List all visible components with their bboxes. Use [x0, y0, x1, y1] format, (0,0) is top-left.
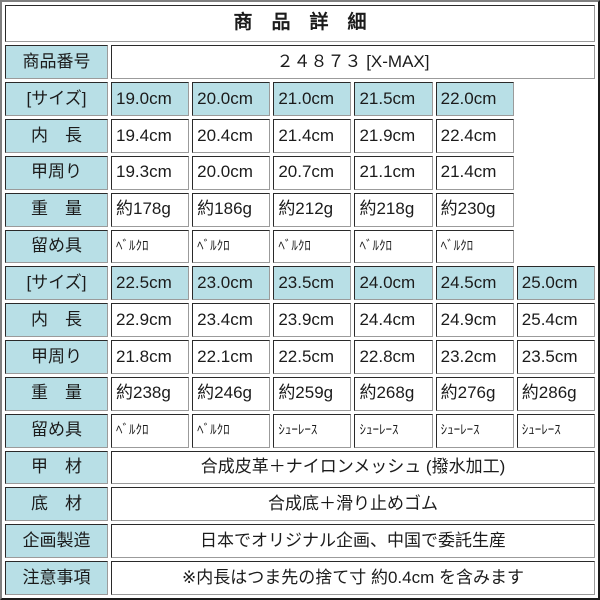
spec-value-cell: 25.4cm — [516, 303, 595, 338]
table-row-fastener-block2: 留め具 ﾍﾞﾙｸﾛ ﾍﾞﾙｸﾛ ｼｭｰﾚｰｽ ｼｭｰﾚｰｽ ｼｭｰﾚｰｽ ｼｭｰﾚｰｽ — [5, 413, 595, 448]
spec-value-cell: 約259g — [273, 376, 352, 411]
spec-value-cell: 約268g — [354, 376, 433, 411]
fastener-value-cell: ｼｭｰﾚｰｽ — [435, 413, 514, 448]
spec-value-cell: 約218g — [354, 192, 433, 227]
spec-value-cell: 22.5cm — [273, 340, 352, 374]
production-value: 日本でオリジナル企画、中国で委託生産 — [111, 524, 595, 559]
row-label-inner-length-block1: 内 長 — [5, 119, 108, 153]
spec-value-cell: 20.4cm — [192, 119, 271, 153]
fastener-value-cell: ﾍﾞﾙｸﾛ — [192, 413, 271, 448]
fastener-value-cell: ﾍﾞﾙｸﾛ — [111, 229, 190, 264]
spec-value-cell: 23.4cm — [192, 303, 271, 338]
table-row-inner-length-block1: 内 長 19.4cm 20.4cm 21.4cm 21.9cm 22.4cm — [5, 119, 595, 153]
spec-value-cell: 21.4cm — [273, 119, 352, 153]
fastener-value-cell: ﾍﾞﾙｸﾛ — [273, 229, 352, 264]
fastener-value-cell: ﾍﾞﾙｸﾛ — [111, 413, 190, 448]
spec-value-cell: 約238g — [111, 376, 190, 411]
row-label-sole-material: 底 材 — [5, 487, 108, 522]
spec-value-cell: 22.1cm — [192, 340, 271, 374]
fastener-value-cell: ｼｭｰﾚｰｽ — [273, 413, 352, 448]
spec-value-cell: 約178g — [111, 192, 190, 227]
spec-value-cell: 約186g — [192, 192, 271, 227]
spec-value-cell: 24.9cm — [435, 303, 514, 338]
size-header-cell: 23.0cm — [192, 266, 271, 301]
spec-value-cell: 約276g — [435, 376, 514, 411]
blank-cell — [517, 193, 595, 227]
spec-value-cell: 21.1cm — [354, 155, 433, 190]
size-header-cell: 22.0cm — [435, 82, 514, 117]
table-row-size-block1: [サイズ] 19.0cm 20.0cm 21.0cm 21.5cm 22.0cm — [5, 82, 595, 117]
table-row-inner-length-block2: 内 長 22.9cm 23.4cm 23.9cm 24.4cm 24.9cm 25.4cm — [5, 303, 595, 338]
table-row-size-block2: [サイズ] 22.5cm 23.0cm 23.5cm 24.0cm 24.5cm 25.0c… — [5, 266, 595, 301]
fastener-value-cell: ﾍﾞﾙｸﾛ — [192, 229, 271, 264]
spec-value-cell: 約212g — [273, 192, 352, 227]
row-label-weight-block1: 重 量 — [5, 192, 108, 227]
spec-value-cell: 約286g — [516, 376, 595, 411]
spec-value-cell: 24.4cm — [354, 303, 433, 338]
row-label-size-block1: [サイズ] — [5, 82, 108, 117]
spec-value-cell: 21.8cm — [111, 340, 190, 374]
spec-value-cell: 約246g — [192, 376, 271, 411]
size-header-cell: 20.0cm — [192, 82, 271, 117]
spec-value-cell: 22.8cm — [354, 340, 433, 374]
spec-value-cell: 19.4cm — [111, 119, 190, 153]
spec-value-cell: 20.0cm — [192, 155, 271, 190]
table-row-weight-block1: 重 量約178g 約186g 約212g 約218g 約230g — [5, 192, 595, 227]
fastener-value-cell: ﾍﾞﾙｸﾛ — [354, 229, 433, 264]
table-row-sole-material: 底 材合成底＋滑り止めゴム — [5, 487, 595, 522]
row-label-notes: 注意事項 — [5, 561, 108, 595]
table-row-notes: 注意事項 ※内長はつま先の捨て寸 約0.4cm を含みます — [5, 561, 595, 595]
spec-value-cell: 22.4cm — [435, 119, 514, 153]
table-row-fastener-block1: 留め具 ﾍﾞﾙｸﾛ ﾍﾞﾙｸﾛ ﾍﾞﾙｸﾛ ﾍﾞﾙｸﾛ ﾍﾞﾙｸﾛ — [5, 229, 595, 264]
size-header-cell: 23.5cm — [273, 266, 352, 301]
row-label-weight-block2: 重 量 — [5, 376, 108, 411]
table-row-instep-girth-block1: 甲周り 19.3cm 20.0cm 20.7cm 21.1cm 21.4cm — [5, 155, 595, 190]
table-row-product-number: 商品番号 ２４８７３ [X-MAX] — [5, 45, 595, 80]
blank-cell — [517, 156, 595, 190]
row-label-upper-material: 甲 材 — [5, 450, 108, 485]
row-label-inner-length-block2: 内 長 — [5, 303, 108, 338]
size-header-cell: 21.0cm — [273, 82, 352, 117]
size-header-cell: 25.0cm — [516, 266, 595, 301]
spec-value-cell: 23.2cm — [435, 340, 514, 374]
table-title-row: 商 品 詳 細 — [5, 5, 595, 43]
size-header-cell: 24.0cm — [354, 266, 433, 301]
product-number-value: ２４８７３ [X-MAX] — [111, 45, 595, 80]
page-title: 商 品 詳 細 — [5, 5, 595, 43]
upper-material-value: 合成皮革＋ナイロンメッシュ (撥水加工) — [111, 450, 595, 485]
size-header-cell: 22.5cm — [111, 266, 190, 301]
row-label-production: 企画製造 — [5, 524, 108, 559]
row-label-instep-girth-block1: 甲周り — [5, 155, 108, 190]
spec-value-cell: 23.5cm — [516, 340, 595, 374]
blank-cell — [517, 230, 595, 264]
spec-value-cell: 22.9cm — [111, 303, 190, 338]
row-label-fastener-block1: 留め具 — [5, 229, 108, 264]
spec-value-cell: 約230g — [435, 192, 514, 227]
fastener-value-cell: ｼｭｰﾚｰｽ — [516, 413, 595, 448]
size-header-cell: 19.0cm — [111, 82, 190, 117]
table-row-weight-block2: 重 量約238g 約246g 約259g 約268g 約276g 約286g — [5, 376, 595, 411]
spec-value-cell: 21.4cm — [435, 155, 514, 190]
fastener-value-cell: ｼｭｰﾚｰｽ — [354, 413, 433, 448]
blank-cell — [517, 82, 595, 116]
spec-value-cell: 23.9cm — [273, 303, 352, 338]
table-row-production: 企画製造 日本でオリジナル企画、中国で委託生産 — [5, 524, 595, 559]
sole-material-value: 合成底＋滑り止めゴム — [111, 487, 595, 522]
blank-cell — [517, 119, 595, 153]
notes-value: ※内長はつま先の捨て寸 約0.4cm を含みます — [111, 561, 595, 595]
size-header-cell: 21.5cm — [354, 82, 433, 117]
row-label-size-block2: [サイズ] — [5, 266, 108, 301]
table-row-instep-girth-block2: 甲周り 21.8cm 22.1cm 22.5cm 22.8cm 23.2cm 23.5cm — [5, 340, 595, 374]
table-row-upper-material: 甲 材合成皮革＋ナイロンメッシュ (撥水加工) — [5, 450, 595, 485]
fastener-value-cell: ﾍﾞﾙｸﾛ — [435, 229, 514, 264]
spec-value-cell: 20.7cm — [273, 155, 352, 190]
row-label-fastener-block2: 留め具 — [5, 413, 108, 448]
row-label-instep-girth-block2: 甲周り — [5, 340, 108, 374]
spec-value-cell: 21.9cm — [354, 119, 433, 153]
spec-value-cell: 19.3cm — [111, 155, 190, 190]
row-label-product-number: 商品番号 — [5, 45, 108, 80]
size-header-cell: 24.5cm — [435, 266, 514, 301]
